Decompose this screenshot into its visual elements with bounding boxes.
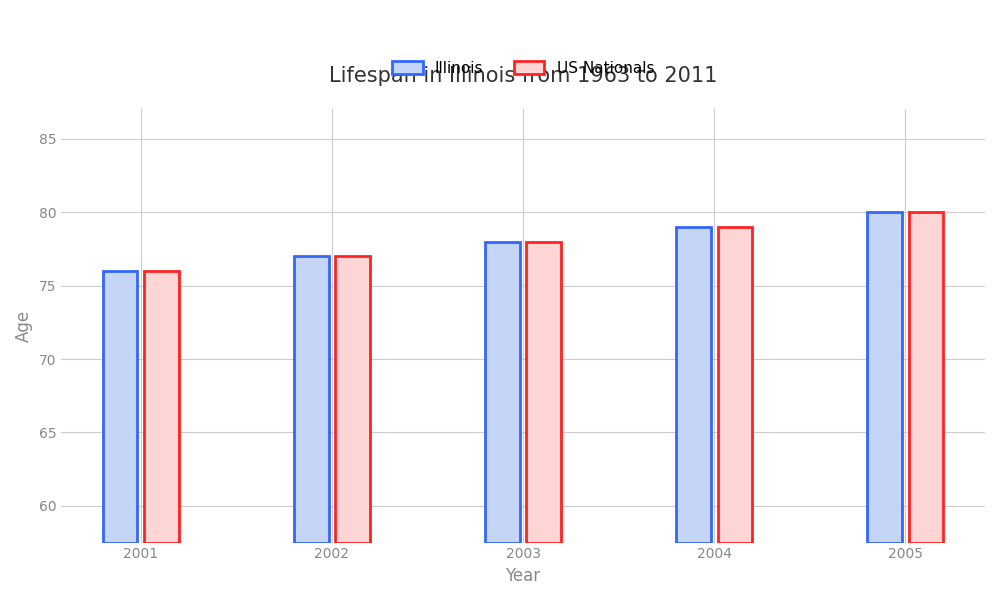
Bar	[909, 212, 943, 542]
Bar	[335, 256, 370, 542]
Bar	[103, 271, 137, 542]
Bar	[144, 271, 179, 542]
Bar	[676, 227, 711, 542]
Bar	[867, 212, 902, 542]
Y-axis label: Age: Age	[15, 310, 33, 342]
Bar	[718, 227, 752, 542]
Bar	[485, 242, 520, 542]
Bar	[294, 256, 329, 542]
X-axis label: Year: Year	[505, 567, 541, 585]
Bar	[526, 242, 561, 542]
Title: Lifespan in Illinois from 1963 to 2011: Lifespan in Illinois from 1963 to 2011	[329, 65, 717, 86]
Legend: Illinois, US Nationals: Illinois, US Nationals	[392, 61, 654, 76]
